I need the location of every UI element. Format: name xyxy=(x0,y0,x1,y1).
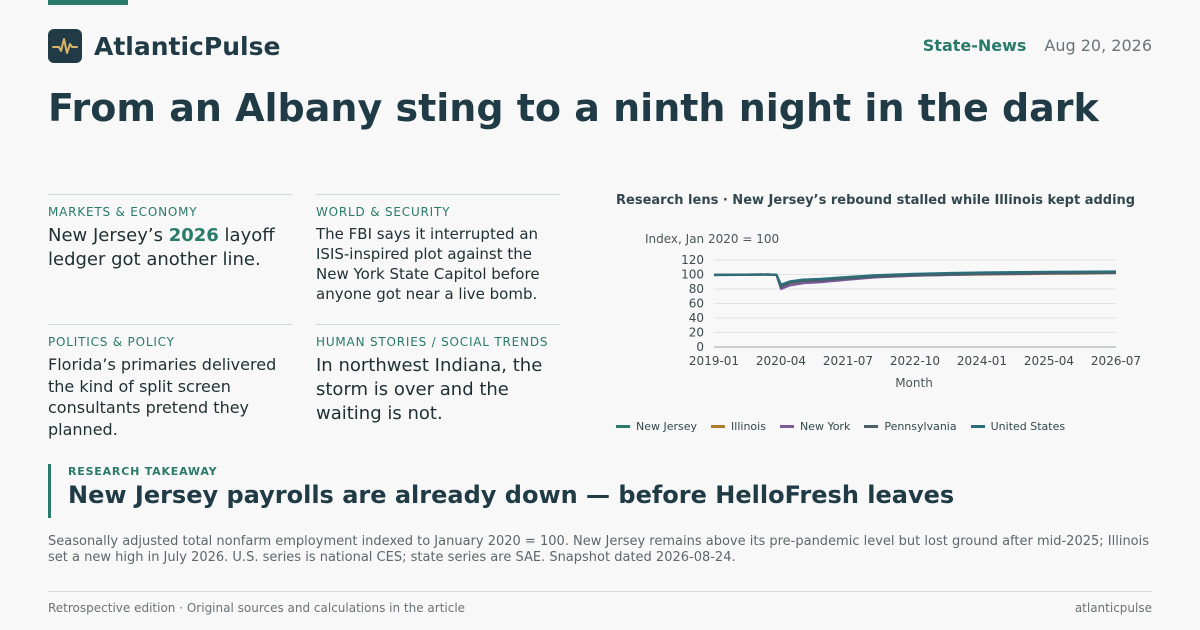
x-tick-label: 2021-07 xyxy=(823,354,873,368)
footer-edition-note: Retrospective edition · Original sources… xyxy=(48,601,466,615)
chart-legend: New Jersey Illinois New York Pennsylvania Un… xyxy=(616,420,1065,433)
card-text: Florida’s primaries delivered the kind o… xyxy=(48,355,277,439)
legend-item[interactable]: Illinois xyxy=(711,420,766,433)
x-tick-label: 2025-04 xyxy=(1024,354,1074,368)
footer-divider xyxy=(48,591,1152,592)
methodology-note: Seasonally adjusted total nonfarm employ… xyxy=(48,534,1150,565)
brand-name: AtlanticPulse xyxy=(94,31,281,61)
y-tick-label: 60 xyxy=(689,297,704,311)
story-card-politics[interactable]: POLITICS & POLICY Florida’s primaries de… xyxy=(48,324,292,440)
page-title: From an Albany sting to a ninth night in… xyxy=(48,86,1099,130)
story-card-human[interactable]: HUMAN STORIES / SOCIAL TRENDS In northwe… xyxy=(316,324,560,426)
chart-title: Research lens · New Jersey’s rebound sta… xyxy=(616,193,1136,208)
publish-date: Aug 20, 2026 xyxy=(1044,36,1152,55)
card-kicker: MARKETS & ECONOMY xyxy=(48,205,198,219)
card-kicker: POLITICS & POLICY xyxy=(48,335,175,349)
research-takeaway: RESEARCH TAKEAWAY New Jersey payrolls ar… xyxy=(48,464,1152,518)
legend-item[interactable]: United States xyxy=(970,420,1066,433)
legend-swatch xyxy=(616,425,630,428)
x-tick-label: 2019-01 xyxy=(689,354,739,368)
y-tick-label: 100 xyxy=(681,268,704,282)
x-tick-label: 2024-01 xyxy=(957,354,1007,368)
article-meta: State-News Aug 20, 2026 xyxy=(923,36,1152,55)
x-tick-label: 2020-04 xyxy=(756,354,806,368)
story-card-markets[interactable]: MARKETS & ECONOMY New Jersey’s 2026 layo… xyxy=(48,194,292,272)
highlight-year: 2026 xyxy=(168,225,219,246)
card-kicker: HUMAN STORIES / SOCIAL TRENDS xyxy=(316,335,549,349)
legend-swatch xyxy=(864,425,879,428)
category-link[interactable]: State-News xyxy=(922,36,1027,55)
x-tick-label: 2022-10 xyxy=(890,354,940,368)
series-line-united-states xyxy=(713,270,1117,286)
legend-item[interactable]: New York xyxy=(779,420,851,433)
legend-label: New York xyxy=(799,420,851,433)
takeaway-kicker: RESEARCH TAKEAWAY xyxy=(68,465,218,478)
y-tick-label: 120 xyxy=(681,253,704,267)
card-text: In northwest Indiana, the storm is over … xyxy=(316,355,543,424)
legend-label: Pennsylvania xyxy=(884,420,957,433)
footer-site-name[interactable]: atlanticpulse xyxy=(1074,601,1152,615)
takeaway-headline[interactable]: New Jersey payrolls are already down — b… xyxy=(68,481,955,509)
story-card-world[interactable]: WORLD & SECURITY The FBI says it interru… xyxy=(316,194,560,304)
y-tick-label: 40 xyxy=(689,311,704,325)
card-text: The FBI says it interrupted an ISIS-insp… xyxy=(316,225,540,303)
brand[interactable]: AtlanticPulse xyxy=(48,29,280,63)
legend-item[interactable]: New Jersey xyxy=(616,420,697,433)
legend-swatch xyxy=(779,425,794,428)
y-tick-label: 0 xyxy=(696,340,704,354)
x-tick-label: 2026-07 xyxy=(1091,354,1141,368)
y-axis-label: Index, Jan 2020 = 100 xyxy=(645,232,779,246)
legend-item[interactable]: Pennsylvania xyxy=(864,420,957,433)
legend-label: New Jersey xyxy=(636,420,698,433)
pulse-wave-icon xyxy=(48,29,82,63)
top-accent-bar xyxy=(48,0,128,5)
card-kicker: WORLD & SECURITY xyxy=(316,205,451,219)
x-axis-label: Month xyxy=(895,376,933,390)
legend-swatch xyxy=(970,425,985,428)
legend-label: United States xyxy=(990,420,1066,433)
y-tick-label: 80 xyxy=(689,282,704,296)
card-text: New Jersey’s 2026 layoff ledger got anot… xyxy=(48,225,275,270)
y-tick-label: 20 xyxy=(689,326,704,340)
legend-swatch xyxy=(711,425,726,428)
legend-label: Illinois xyxy=(731,420,766,433)
